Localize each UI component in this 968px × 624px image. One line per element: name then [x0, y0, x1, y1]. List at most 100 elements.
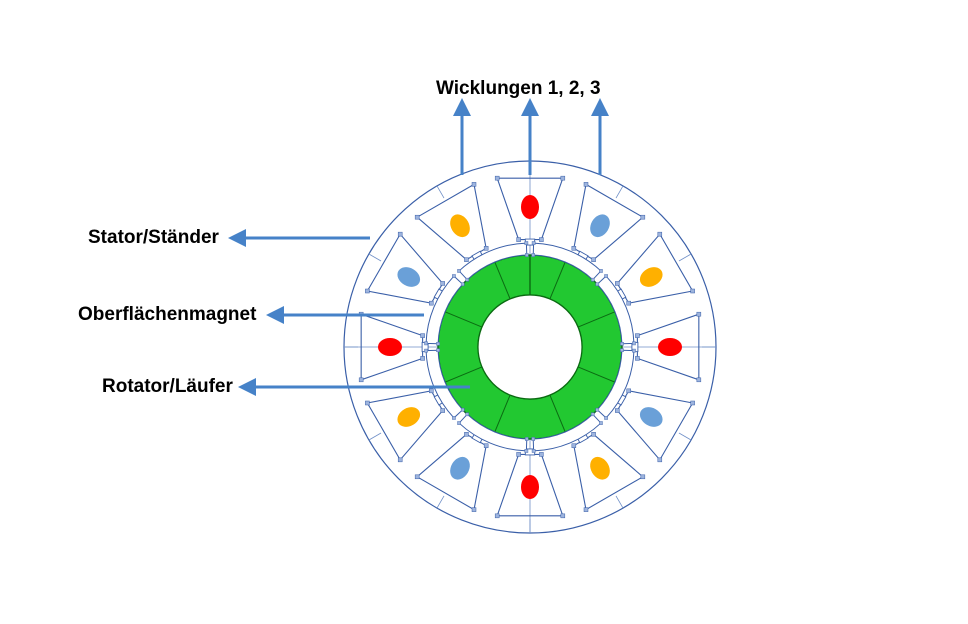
node-marker — [398, 458, 402, 462]
rotor-bore — [478, 295, 582, 399]
winding — [394, 403, 424, 431]
node-marker — [415, 475, 419, 479]
node-marker — [592, 258, 596, 262]
node-marker — [452, 416, 455, 419]
node-marker — [627, 389, 631, 393]
node-marker — [398, 232, 402, 236]
rotor-label: Rotator/Läufer — [102, 376, 234, 397]
node-marker — [592, 432, 596, 436]
slot-spoke — [437, 496, 444, 508]
slot-spoke — [369, 433, 381, 440]
node-marker — [641, 475, 645, 479]
slot-spoke — [437, 186, 444, 198]
node-marker — [599, 269, 602, 272]
node-marker — [484, 444, 488, 448]
slot-spoke — [616, 186, 623, 198]
node-marker — [466, 413, 469, 416]
node-marker — [424, 349, 427, 352]
node-marker — [495, 514, 499, 518]
node-marker — [632, 342, 635, 345]
node-marker — [591, 413, 594, 416]
node-marker — [532, 253, 535, 256]
node-marker — [691, 401, 695, 405]
node-marker — [691, 289, 695, 293]
node-marker — [461, 283, 464, 286]
node-marker — [635, 356, 639, 360]
winding — [636, 263, 666, 291]
node-marker — [658, 458, 662, 462]
node-marker — [365, 401, 369, 405]
node-marker — [472, 508, 476, 512]
node-marker — [441, 409, 445, 413]
node-marker — [572, 246, 576, 250]
winding — [521, 475, 539, 499]
node-marker — [421, 334, 425, 338]
winding — [378, 338, 402, 356]
node-marker — [457, 421, 460, 424]
node-marker — [415, 215, 419, 219]
node-marker — [452, 274, 455, 277]
node-marker — [627, 301, 631, 305]
node-marker — [596, 408, 599, 411]
node-marker — [441, 281, 445, 285]
winding — [394, 263, 424, 291]
node-marker — [632, 349, 635, 352]
node-marker — [461, 408, 464, 411]
node-marker — [620, 349, 623, 352]
node-marker — [525, 437, 528, 440]
winding — [446, 211, 474, 241]
windings-label: Wicklungen 1, 2, 3 — [436, 78, 601, 99]
winding — [586, 211, 614, 241]
node-marker — [591, 278, 594, 281]
node-marker — [615, 409, 619, 413]
node-marker — [604, 274, 607, 277]
winding — [658, 338, 682, 356]
node-marker — [472, 182, 476, 186]
winding — [446, 453, 474, 483]
node-marker — [429, 301, 433, 305]
node-marker — [620, 342, 623, 345]
node-marker — [424, 342, 427, 345]
node-marker — [517, 452, 521, 456]
node-marker — [436, 349, 439, 352]
node-marker — [539, 238, 543, 242]
node-marker — [525, 253, 528, 256]
node-marker — [464, 432, 468, 436]
node-marker — [658, 232, 662, 236]
node-marker — [429, 389, 433, 393]
winding — [586, 453, 614, 483]
node-marker — [584, 182, 588, 186]
node-marker — [635, 334, 639, 338]
winding — [521, 195, 539, 219]
node-marker — [495, 176, 499, 180]
node-marker — [532, 449, 535, 452]
node-marker — [599, 421, 602, 424]
node-marker — [421, 356, 425, 360]
slot-spoke — [679, 254, 691, 261]
slot-spoke — [616, 496, 623, 508]
magnet-label: Oberflächenmagnet — [78, 304, 257, 325]
node-marker — [464, 258, 468, 262]
node-marker — [539, 452, 543, 456]
node-marker — [561, 514, 565, 518]
stator-label: Stator/Ständer — [88, 227, 220, 248]
slot-spoke — [369, 254, 381, 261]
node-marker — [697, 378, 701, 382]
node-marker — [584, 508, 588, 512]
node-marker — [532, 437, 535, 440]
node-marker — [359, 378, 363, 382]
node-marker — [525, 449, 528, 452]
node-marker — [525, 241, 528, 244]
winding — [636, 403, 666, 431]
node-marker — [697, 312, 701, 316]
node-marker — [561, 176, 565, 180]
node-marker — [604, 416, 607, 419]
node-marker — [572, 444, 576, 448]
node-marker — [532, 241, 535, 244]
node-marker — [484, 246, 488, 250]
node-marker — [436, 342, 439, 345]
node-marker — [641, 215, 645, 219]
node-marker — [517, 238, 521, 242]
node-marker — [466, 278, 469, 281]
slot-spoke — [679, 433, 691, 440]
